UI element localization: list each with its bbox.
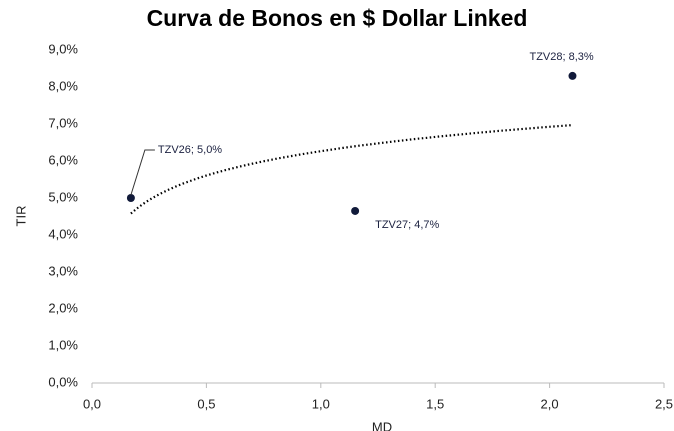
y-axis-label: TIR xyxy=(13,206,28,227)
x-tick-label: 2,5 xyxy=(655,396,673,411)
y-tick-label: 2,0% xyxy=(48,300,78,315)
y-tick-label: 9,0% xyxy=(48,41,78,56)
leader-line xyxy=(130,149,155,196)
y-tick-label: 4,0% xyxy=(48,226,78,241)
x-tick-label: 0,0 xyxy=(83,396,101,411)
y-tick-label: 3,0% xyxy=(48,263,78,278)
point xyxy=(568,71,577,80)
y-tick-label: 8,0% xyxy=(48,78,78,93)
trendline xyxy=(130,124,573,215)
point xyxy=(351,206,360,215)
x-tick-label: 2,0 xyxy=(541,396,559,411)
y-tick-label: 6,0% xyxy=(48,152,78,167)
y-tick-label: 7,0% xyxy=(48,115,78,130)
data-label: TZV26; 5,0% xyxy=(158,144,222,156)
x-tick-label: 1,0 xyxy=(312,396,330,411)
y-tick-label: 0,0% xyxy=(48,374,78,389)
y-tick-label: 5,0% xyxy=(48,189,78,204)
chart-title: Curva de Bonos en $ Dollar Linked xyxy=(147,5,528,31)
data-label: TZV28; 8,3% xyxy=(529,51,593,63)
x-tick-label: 0,5 xyxy=(197,396,215,411)
data-label: TZV27; 4,7% xyxy=(375,219,439,231)
point xyxy=(126,194,135,202)
y-tick-label: 1,0% xyxy=(48,337,78,352)
x-axis-label: MD xyxy=(372,419,392,431)
x-tick-label: 1,5 xyxy=(426,396,444,411)
